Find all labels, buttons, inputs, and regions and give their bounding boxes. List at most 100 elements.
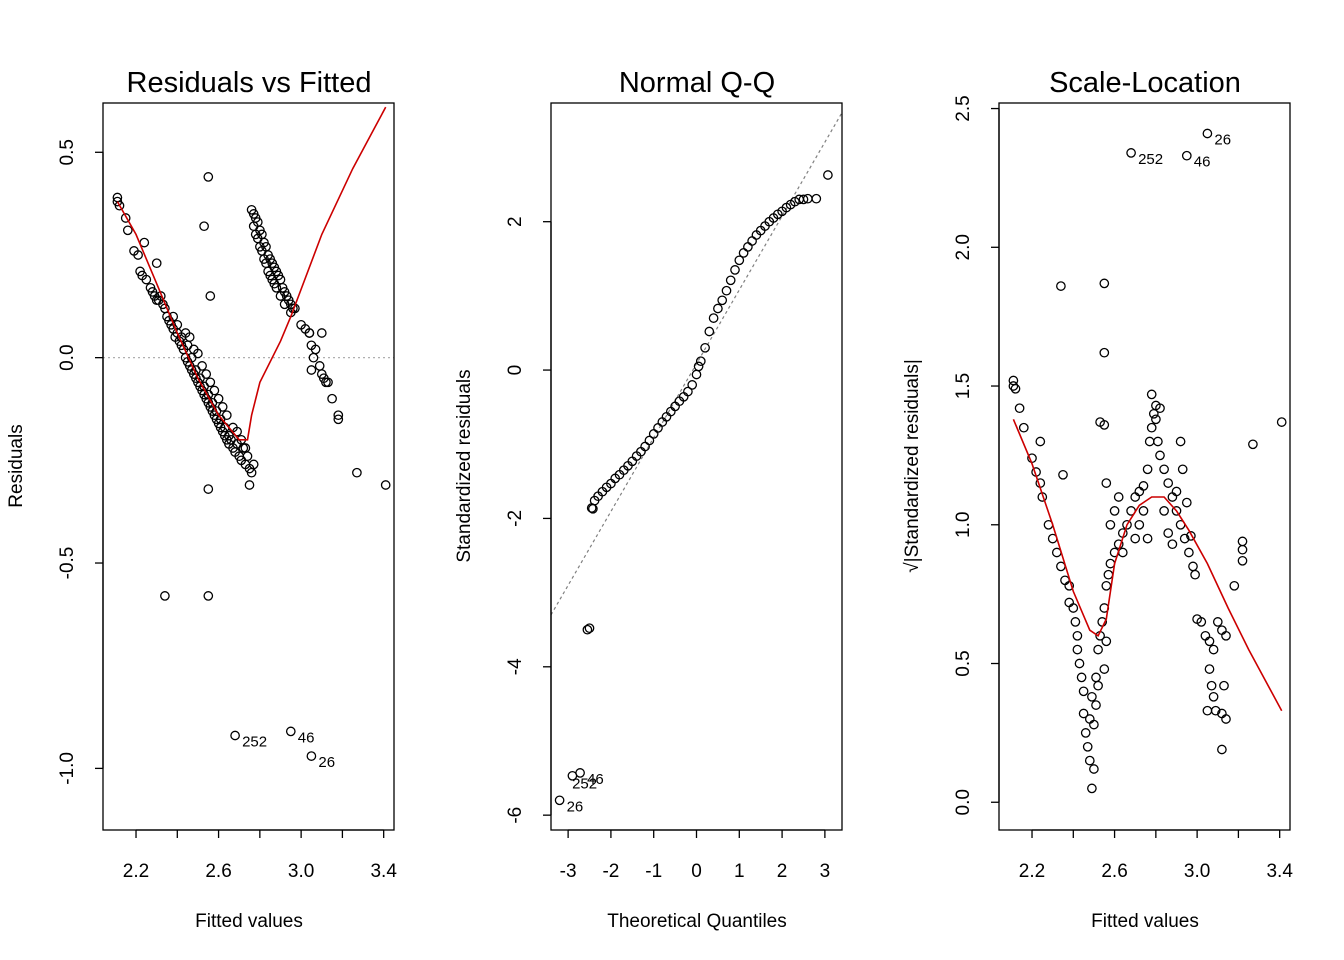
data-point xyxy=(240,443,251,453)
data-point xyxy=(1099,420,1110,430)
data-point xyxy=(380,480,391,490)
data-point xyxy=(708,313,719,323)
data-point xyxy=(265,270,276,281)
data-point xyxy=(1155,403,1165,414)
data-point xyxy=(205,291,216,301)
data-point xyxy=(304,328,315,338)
data-point xyxy=(1091,700,1101,710)
point-label: 26 xyxy=(1214,132,1231,149)
data-point xyxy=(1080,728,1091,738)
y-axis-label: √|Standardized residuals| xyxy=(902,359,923,573)
data-point xyxy=(1101,636,1112,647)
data-point xyxy=(1155,450,1165,461)
data-point xyxy=(1018,422,1029,433)
data-point xyxy=(1068,603,1079,613)
y-tick-label: -2 xyxy=(505,510,526,527)
data-point xyxy=(1138,506,1149,516)
data-point xyxy=(1099,347,1110,358)
data-point xyxy=(725,275,736,286)
x-tick-label: 1 xyxy=(734,861,745,882)
y-tick-label: 2.0 xyxy=(953,234,974,260)
y-tick-label: 0.0 xyxy=(57,344,78,370)
data-point xyxy=(1109,506,1120,516)
data-point xyxy=(244,480,255,490)
data-point xyxy=(211,406,222,416)
data-point xyxy=(1212,617,1223,627)
data-point xyxy=(1126,148,1136,158)
x-tick-label: 2.6 xyxy=(205,861,231,882)
data-point xyxy=(1142,464,1153,475)
data-point xyxy=(823,170,833,180)
data-point xyxy=(1237,544,1248,555)
y-tick-label: 2 xyxy=(505,216,526,227)
data-point xyxy=(207,397,218,408)
data-point xyxy=(1138,481,1149,491)
data-point xyxy=(1093,680,1103,691)
data-point xyxy=(120,213,131,223)
data-point xyxy=(1204,664,1215,674)
data-point xyxy=(248,459,259,470)
x-tick-label: 2.6 xyxy=(1101,861,1127,882)
data-point xyxy=(1171,506,1182,516)
data-point xyxy=(1237,555,1248,566)
y-tick-label: 2.5 xyxy=(953,95,974,121)
point-label: 46 xyxy=(587,771,604,788)
point-label: 252 xyxy=(572,775,597,792)
y-tick-label: -0.5 xyxy=(57,547,78,580)
data-point xyxy=(1175,436,1186,447)
data-point xyxy=(644,435,655,446)
data-point xyxy=(1076,672,1087,683)
data-point xyxy=(717,295,728,306)
data-point xyxy=(275,291,286,301)
data-point xyxy=(1014,403,1025,414)
y-tick-label: 0.5 xyxy=(953,650,974,676)
panel-title: Normal Q-Q xyxy=(619,67,775,99)
data-point xyxy=(1122,519,1132,530)
data-point xyxy=(203,172,214,182)
x-tick-label: -2 xyxy=(602,861,619,882)
data-point xyxy=(285,726,296,737)
x-tick-label: 3.4 xyxy=(1266,861,1293,882)
data-point xyxy=(257,246,267,256)
data-point xyxy=(1229,580,1240,591)
data-point xyxy=(186,352,197,363)
data-point xyxy=(1056,281,1066,291)
y-tick-label: 1.0 xyxy=(953,512,974,538)
data-point xyxy=(252,233,263,244)
y-tick-label: -6 xyxy=(505,807,526,824)
data-point xyxy=(1217,744,1227,755)
data-point xyxy=(352,467,362,478)
panel-title: Scale-Location xyxy=(1049,67,1241,99)
data-point xyxy=(333,414,344,425)
data-point xyxy=(1196,617,1207,627)
point-label: 26 xyxy=(567,798,584,815)
data-point xyxy=(248,221,259,232)
data-point xyxy=(199,221,209,232)
scale-location-panel: Scale-Location Fitted values √|Standardi… xyxy=(902,67,1293,932)
data-point xyxy=(1008,381,1019,391)
point-label: 26 xyxy=(318,754,335,771)
x-tick-label: 3.0 xyxy=(1184,861,1210,882)
data-point xyxy=(1087,783,1097,794)
y-axis-label: Residuals xyxy=(6,424,27,507)
data-point xyxy=(1072,644,1083,655)
data-point xyxy=(1078,686,1089,697)
data-point xyxy=(1089,764,1099,774)
residuals-vs-fitted-panel: Residuals vs Fitted Fitted values Residu… xyxy=(6,67,397,932)
data-point xyxy=(203,591,214,601)
data-point xyxy=(700,342,710,353)
data-point xyxy=(811,193,822,204)
point-label: 46 xyxy=(298,729,315,746)
data-point xyxy=(310,344,321,355)
data-point xyxy=(133,250,143,260)
x-tick-label: 3.4 xyxy=(370,861,397,882)
data-point xyxy=(554,795,565,806)
data-point xyxy=(168,311,179,322)
smoother-line xyxy=(116,106,387,441)
data-point xyxy=(1146,389,1157,400)
data-point xyxy=(1101,478,1112,488)
data-point xyxy=(1087,691,1097,702)
normal-qq-panel: Normal Q-Q Theoretical Quantiles Standar… xyxy=(454,67,843,932)
data-point xyxy=(734,255,745,266)
point-label: 252 xyxy=(242,734,267,751)
